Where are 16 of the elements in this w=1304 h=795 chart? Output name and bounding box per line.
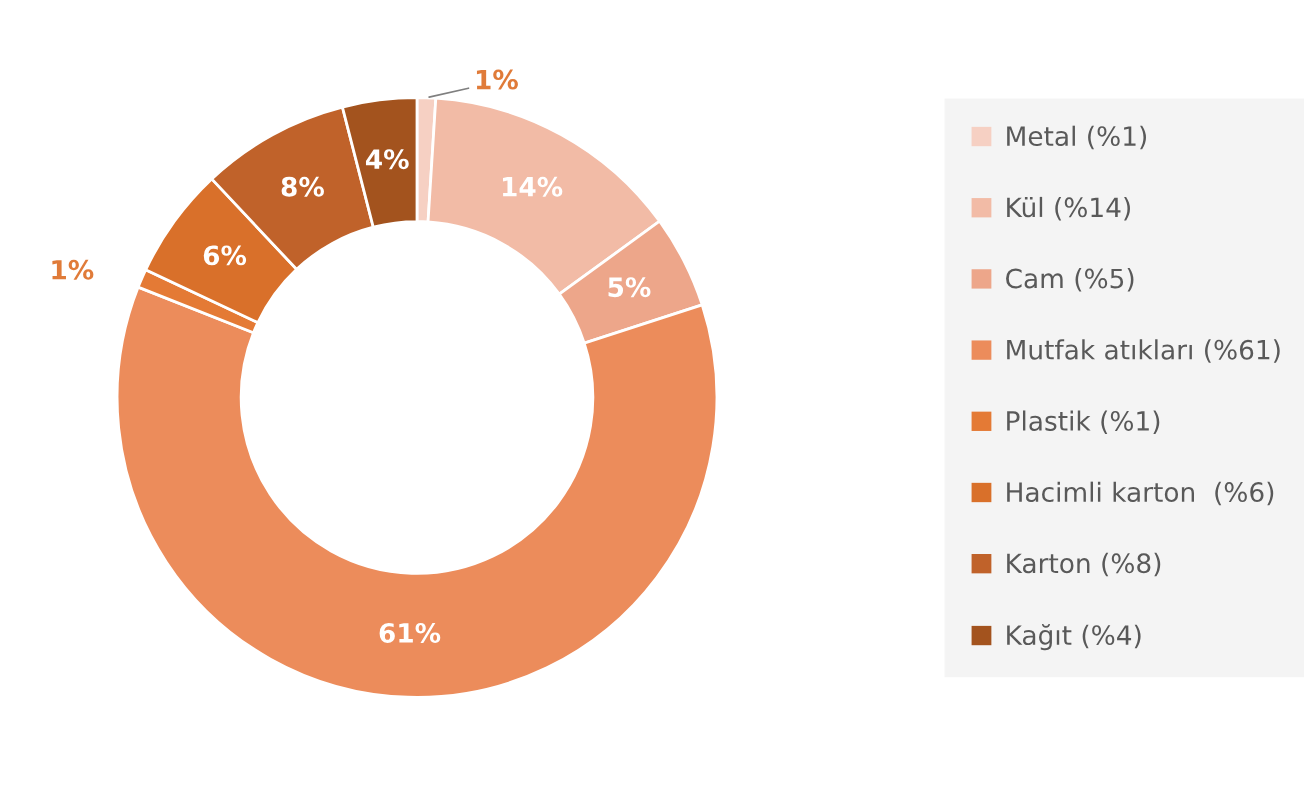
data-label: 5%	[608, 277, 651, 298]
legend-label: Hacimli karton (%6)	[1007, 481, 1274, 506]
legend-label: Metal (%1)	[1007, 125, 1146, 150]
legend-label: Mutfak atıkları (%61)	[1007, 339, 1280, 363]
data-label: 1%	[476, 69, 518, 90]
legend-label: Kağıt (%4)	[1007, 624, 1141, 651]
data-label: 14%	[502, 176, 563, 197]
data-label: 61%	[379, 622, 441, 643]
data-label: 1%	[52, 259, 94, 280]
legend-label: Karton (%8)	[1007, 552, 1161, 577]
data-label: 6%	[203, 245, 247, 266]
legend-label: Kül (%14)	[1007, 196, 1130, 221]
data-label: 8%	[281, 176, 324, 197]
legend-label: Cam (%5)	[1006, 268, 1134, 292]
legend-label: Plastik (%1)	[1007, 410, 1160, 434]
data-label: 4%	[365, 149, 409, 170]
